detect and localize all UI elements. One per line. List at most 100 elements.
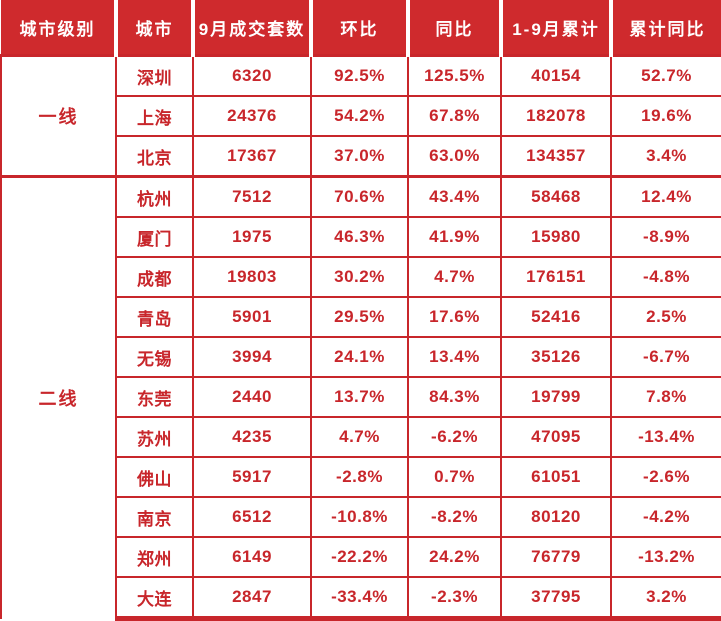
value-cell: -4.2%: [610, 496, 721, 538]
value-cell: 84.3%: [407, 376, 502, 418]
value-cell: 46.3%: [310, 216, 409, 258]
city-cell: 南京: [115, 496, 194, 538]
value-cell: 43.4%: [407, 175, 502, 218]
value-cell: 5901: [192, 296, 312, 338]
table-row: 厦门 1975 46.3% 41.9% 15980 -8.9%: [1, 216, 721, 258]
value-cell: 24376: [192, 95, 312, 137]
value-cell: -8.9%: [610, 216, 721, 258]
value-cell: 7.8%: [610, 376, 721, 418]
header-row: 城市级别 城市 9月成交套数 环比 同比 1-9月累计 累计同比: [1, 0, 721, 56]
value-cell: -8.2%: [407, 496, 502, 538]
table-row: 苏州 4235 4.7% -6.2% 47095 -13.4%: [1, 416, 721, 458]
value-cell: 24.1%: [310, 336, 409, 378]
value-cell: 2440: [192, 376, 312, 418]
value-cell: 2847: [192, 576, 312, 621]
value-cell: 41.9%: [407, 216, 502, 258]
table-row: 佛山 5917 -2.8% 0.7% 61051 -2.6%: [1, 456, 721, 498]
city-cell: 无锡: [115, 336, 194, 378]
column-header: 同比: [406, 0, 501, 56]
table-row: 东莞 2440 13.7% 84.3% 19799 7.8%: [1, 376, 721, 418]
value-cell: 4.7%: [310, 416, 409, 458]
value-cell: 2.5%: [610, 296, 721, 338]
value-cell: 134357: [500, 135, 612, 178]
value-cell: -2.6%: [610, 456, 721, 498]
value-cell: 6512: [192, 496, 312, 538]
column-header: 9月成交套数: [191, 0, 311, 56]
column-header: 累计同比: [609, 0, 721, 56]
city-cell: 杭州: [115, 175, 194, 218]
value-cell: 5917: [192, 456, 312, 498]
table-row: 郑州 6149 -22.2% 24.2% 76779 -13.2%: [1, 536, 721, 578]
value-cell: 70.6%: [310, 175, 409, 218]
value-cell: 47095: [500, 416, 612, 458]
value-cell: -4.8%: [610, 256, 721, 298]
value-cell: 4235: [192, 416, 312, 458]
value-cell: 67.8%: [407, 95, 502, 137]
value-cell: 37.0%: [310, 135, 409, 178]
value-cell: 1975: [192, 216, 312, 258]
value-cell: 3.4%: [610, 135, 721, 178]
column-header: 城市: [114, 0, 193, 56]
table-row: 一线 深圳 6320 92.5% 125.5% 40154 52.7%: [0, 54, 721, 178]
city-cell: 大连: [115, 576, 194, 621]
value-cell: 6149: [192, 536, 312, 578]
value-cell: 6320: [192, 54, 312, 97]
column-header: 1-9月累计: [499, 0, 611, 56]
value-cell: 35126: [500, 336, 612, 378]
table-header: 城市级别 城市 9月成交套数 环比 同比 1-9月累计 累计同比: [1, 0, 721, 56]
value-cell: -13.4%: [610, 416, 721, 458]
city-cell: 厦门: [115, 216, 194, 258]
value-cell: -2.8%: [310, 456, 409, 498]
value-cell: 17.6%: [407, 296, 502, 338]
table-row: 南京 6512 -10.8% -8.2% 80120 -4.2%: [1, 496, 721, 538]
value-cell: 7512: [192, 175, 312, 218]
table-row: 成都 19803 30.2% 4.7% 176151 -4.8%: [1, 256, 721, 298]
value-cell: 52416: [500, 296, 612, 338]
value-cell: 80120: [500, 496, 612, 538]
value-cell: -22.2%: [310, 536, 409, 578]
value-cell: -2.3%: [407, 576, 502, 621]
tier-cell: 二线: [0, 175, 117, 619]
value-cell: 52.7%: [610, 54, 721, 97]
value-cell: 58468: [500, 175, 612, 218]
value-cell: -6.2%: [407, 416, 502, 458]
city-cell: 成都: [115, 256, 194, 298]
value-cell: 63.0%: [407, 135, 502, 178]
value-cell: 0.7%: [407, 456, 502, 498]
city-cell: 深圳: [115, 54, 194, 97]
column-header: 城市级别: [1, 0, 116, 56]
city-cell: 北京: [115, 135, 194, 178]
city-cell: 东莞: [115, 376, 194, 418]
city-cell: 郑州: [115, 536, 194, 578]
city-cell: 上海: [115, 95, 194, 137]
value-cell: 12.4%: [610, 175, 721, 218]
value-cell: 125.5%: [407, 54, 502, 97]
table-row: 大连 2847 -33.4% -2.3% 37795 3.2%: [1, 576, 721, 621]
city-cell: 苏州: [115, 416, 194, 458]
value-cell: -13.2%: [610, 536, 721, 578]
value-cell: 37795: [500, 576, 612, 621]
value-cell: 40154: [500, 54, 612, 97]
table-row: 无锡 3994 24.1% 13.4% 35126 -6.7%: [1, 336, 721, 378]
value-cell: 19803: [192, 256, 312, 298]
column-header: 环比: [309, 0, 408, 56]
value-cell: 17367: [192, 135, 312, 178]
value-cell: 19799: [500, 376, 612, 418]
value-cell: 24.2%: [407, 536, 502, 578]
value-cell: 76779: [500, 536, 612, 578]
value-cell: 29.5%: [310, 296, 409, 338]
table-row: 二线 杭州 7512 70.6% 43.4% 58468 12.4%: [0, 175, 721, 619]
value-cell: 3.2%: [610, 576, 721, 621]
value-cell: 61051: [500, 456, 612, 498]
table-body: 一线 深圳 6320 92.5% 125.5% 40154 52.7% 上海 24376 54.2…: [0, 54, 721, 621]
value-cell: -33.4%: [310, 576, 409, 621]
value-cell: 30.2%: [310, 256, 409, 298]
value-cell: 19.6%: [610, 95, 721, 137]
value-cell: 92.5%: [310, 54, 409, 97]
city-cell: 青岛: [115, 296, 194, 338]
tier-cell: 一线: [0, 54, 117, 178]
value-cell: 15980: [500, 216, 612, 258]
table-row: 上海 24376 54.2% 67.8% 182078 19.6%: [1, 95, 721, 137]
table-row: 北京 17367 37.0% 63.0% 134357 3.4%: [1, 135, 721, 178]
